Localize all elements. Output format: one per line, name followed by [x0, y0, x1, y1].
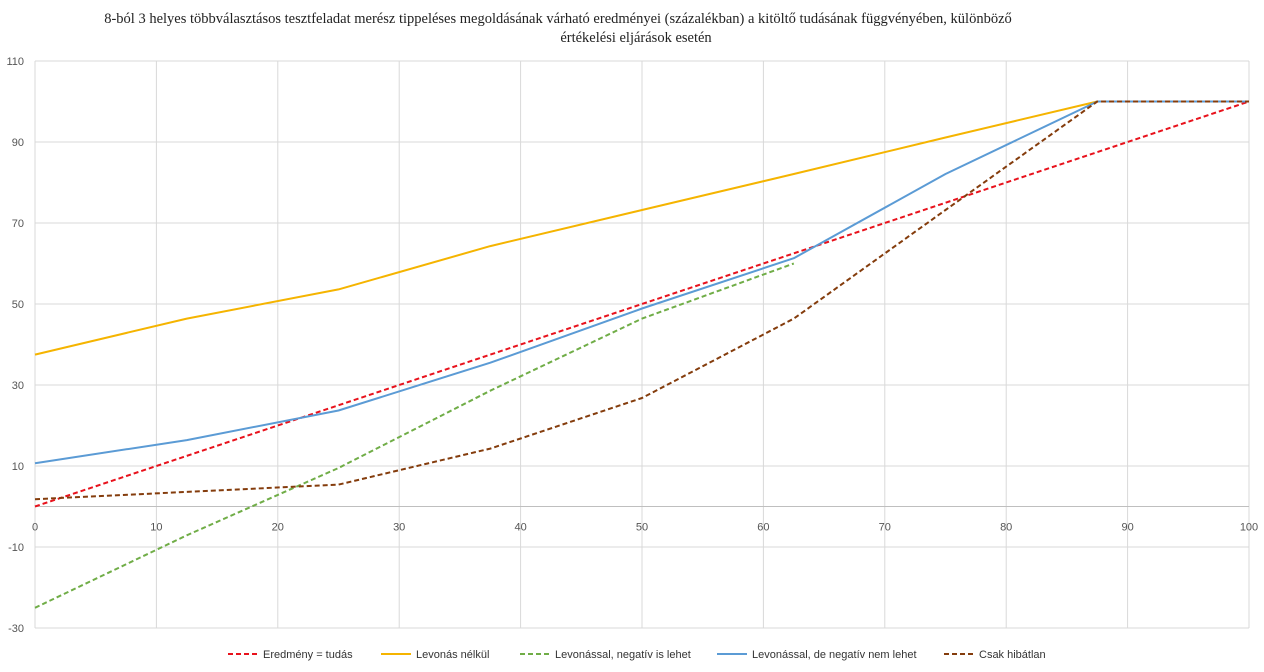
x-tick-label: 10	[150, 522, 162, 534]
x-tick-label: 70	[879, 522, 891, 534]
series-line-1	[34, 100, 1250, 508]
series-line-3	[34, 262, 795, 609]
x-tick-label: 20	[272, 522, 284, 534]
y-tick-label: -10	[8, 542, 24, 554]
series-line-5	[34, 100, 1249, 501]
x-tick-label: 0	[32, 522, 38, 534]
y-tick-label: -30	[8, 623, 24, 635]
x-tick-label: 50	[636, 522, 648, 534]
y-tick-label: 90	[12, 137, 24, 149]
x-tick-label: 30	[393, 522, 405, 534]
legend-label-3: Levonással, negatív is lehet	[555, 649, 691, 661]
y-tick-label: 70	[12, 218, 24, 230]
x-tick-label: 80	[1000, 522, 1012, 534]
x-tick-label: 40	[514, 522, 526, 534]
x-tick-label: 60	[757, 522, 769, 534]
x-tick-label: 100	[1240, 522, 1258, 534]
chart-title-line-2: értékelési eljárások esetén	[560, 30, 712, 46]
legend-label-4: Levonással, de negatív nem lehet	[752, 649, 917, 661]
series-lines	[34, 100, 1250, 609]
grid	[34, 60, 1250, 629]
y-tick-label: 10	[12, 461, 24, 473]
y-tick-label: 110	[6, 56, 24, 68]
y-tick-label: 30	[12, 380, 24, 392]
chart-title-line-1: 8-ból 3 helyes többválasztásos tesztfela…	[104, 11, 1012, 27]
series-line-4	[34, 100, 1249, 465]
legend-label-2: Levonás nélkül	[416, 649, 489, 661]
x-tick-label: 90	[1121, 522, 1133, 534]
y-tick-label: 50	[12, 299, 24, 311]
series-line-2	[34, 100, 1249, 356]
legend-label-1: Eredmény = tudás	[263, 649, 353, 661]
legend-label-5: Csak hibátlan	[979, 649, 1046, 661]
axes: 110 90 70 50 30 10 -10 -30 0 10 20 30 40 50 60 70 80 90 10…	[6, 56, 1258, 635]
legend: Eredmény = tudás Levonás nélkül Levonással…	[228, 649, 1046, 661]
